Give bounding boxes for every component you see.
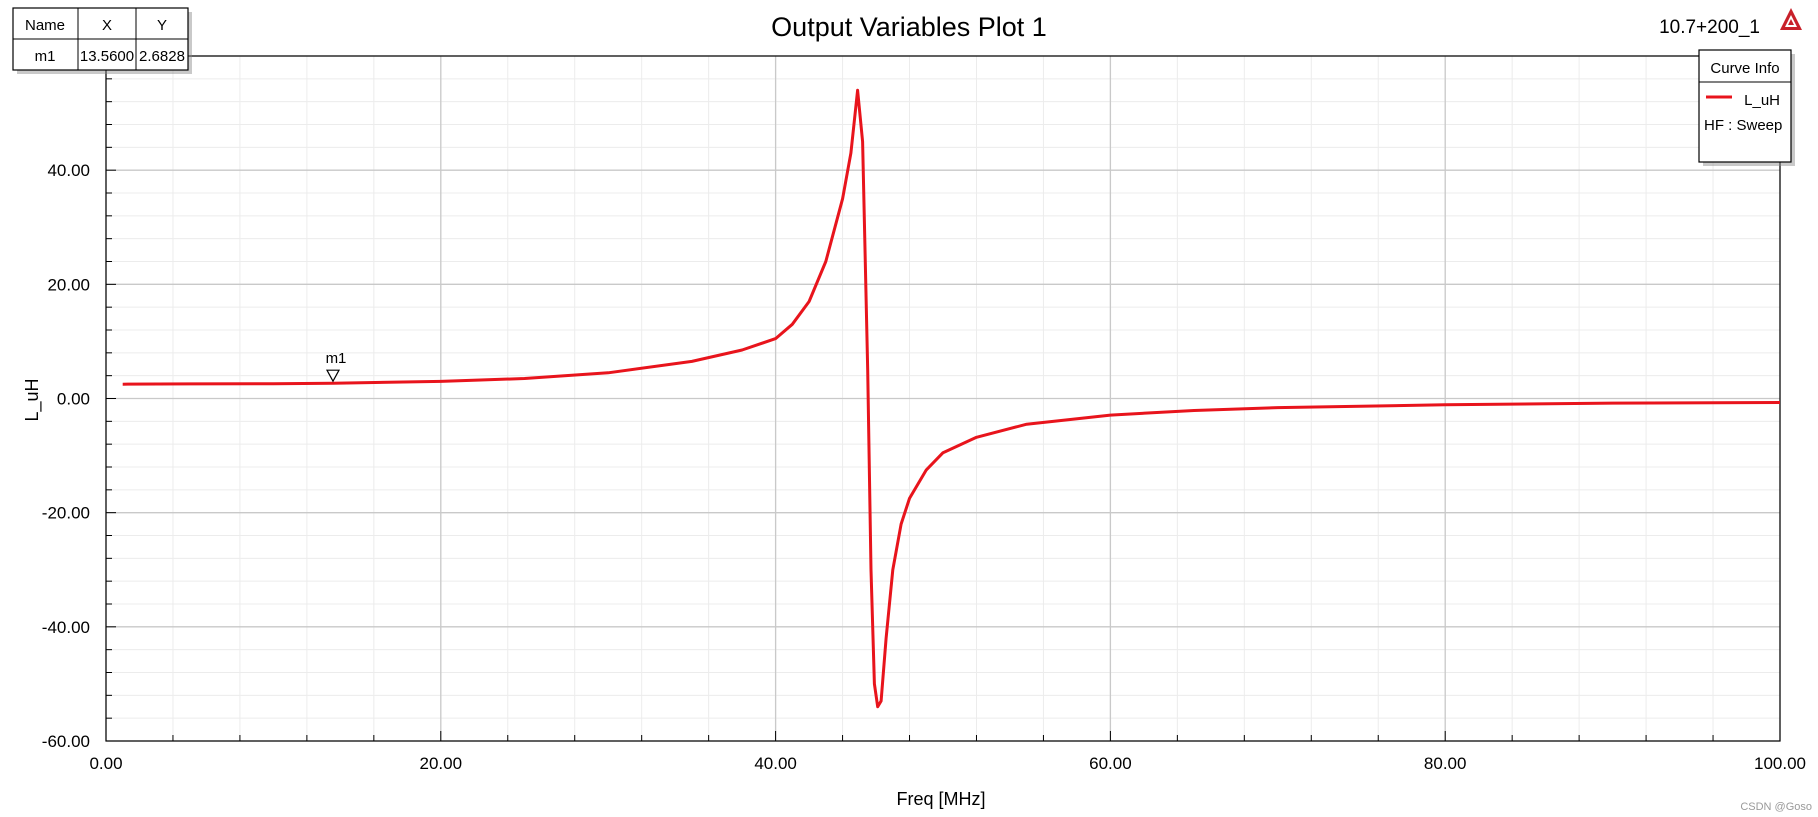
marker-table-header-x: X (102, 17, 112, 34)
plot-title: Output Variables Plot 1 (771, 12, 1047, 42)
marker-table[interactable]: Name X Y m1 13.5600 2.6828 (12, 7, 192, 74)
x-axis-title: Freq [MHz] (896, 789, 985, 809)
marker-table-cell-y: 2.6828 (139, 48, 185, 65)
triangle-down-marker-icon[interactable] (325, 369, 341, 383)
x-tick-label: 20.00 (420, 754, 463, 773)
plot-series (122, 88, 1781, 709)
watermark-text: CSDN @Goso (1740, 801, 1812, 813)
x-tick-label: 80.00 (1424, 754, 1467, 773)
legend-entry-name: L_uH (1744, 92, 1780, 109)
plot-markers: m1 (325, 350, 347, 383)
plot-grid (105, 55, 1781, 742)
y-tick-label: -40.00 (42, 618, 90, 637)
design-label: 10.7+200_1 (1659, 17, 1760, 38)
marker-table-header-name: Name (25, 17, 65, 34)
plot-axes: 0.00 20.00 40.00 60.00 80.00 100.00 40.00 20.00… (42, 55, 1806, 773)
marker-table-header-y: Y (157, 17, 167, 34)
curve-info-title: Curve Info (1710, 60, 1779, 77)
curve-info-legend[interactable]: Curve Info L_uH HF : Sweep (1698, 49, 1795, 166)
x-tick-label: 40.00 (754, 754, 797, 773)
y-tick-label: -60.00 (42, 732, 90, 751)
y-tick-label: 0.00 (57, 390, 90, 409)
legend-entry-source: HF : Sweep (1704, 117, 1782, 134)
x-tick-label: 60.00 (1089, 754, 1132, 773)
marker-table-cell-x: 13.5600 (80, 48, 134, 65)
y-tick-label: -20.00 (42, 504, 90, 523)
y-tick-label: 40.00 (47, 161, 90, 180)
x-tick-label: 0.00 (89, 754, 122, 773)
series-line-l-uh (122, 88, 1781, 709)
ansys-logo-icon (1780, 8, 1802, 30)
marker-label: m1 (326, 350, 347, 367)
y-axis-title: L_uH (22, 378, 43, 421)
x-tick-label: 100.00 (1754, 754, 1806, 773)
marker-table-cell-name: m1 (35, 48, 56, 65)
y-tick-label: 20.00 (47, 275, 90, 294)
